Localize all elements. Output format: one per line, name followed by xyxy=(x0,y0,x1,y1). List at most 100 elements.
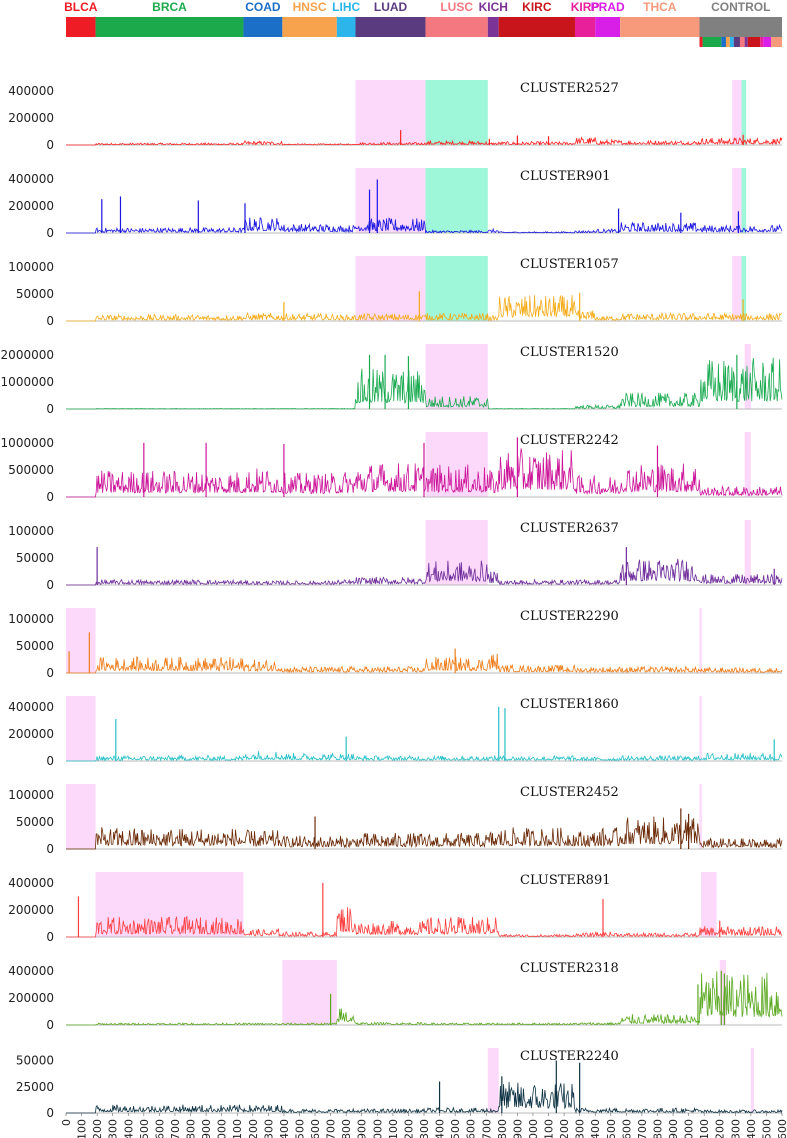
highlight-region xyxy=(732,256,742,321)
series-line xyxy=(66,217,783,235)
y-tick-label: 50000 xyxy=(16,287,54,301)
y-tick-label: 200000 xyxy=(8,991,54,1005)
control-subsegment xyxy=(744,37,748,47)
x-tick-label: 1000 xyxy=(216,1119,229,1138)
x-tick-label: 4000 xyxy=(683,1119,696,1138)
panel-title: CLUSTER2452 xyxy=(520,785,619,800)
y-tick-label: 25000 xyxy=(16,1080,54,1094)
y-tick-label: 0 xyxy=(46,842,54,856)
cancer-segment-prad xyxy=(595,17,621,37)
cancer-segment-brca xyxy=(95,17,244,37)
series-line xyxy=(66,907,783,938)
highlight-region xyxy=(355,80,426,145)
panel-title: CLUSTER2290 xyxy=(520,609,619,624)
y-tick-label: 0 xyxy=(46,138,54,152)
highlight-region xyxy=(66,608,96,673)
y-tick-label: 0 xyxy=(46,1106,54,1120)
highlight-region xyxy=(741,80,747,145)
x-tick-label: 4100 xyxy=(698,1119,711,1138)
cancer-label-blca: BLCA xyxy=(64,0,98,14)
y-tick-label: 400000 xyxy=(8,700,54,714)
highlight-region xyxy=(282,960,337,1025)
highlight-region xyxy=(701,872,717,937)
x-tick-label: 2400 xyxy=(434,1119,447,1138)
cancer-label-lusc: LUSC xyxy=(440,0,473,14)
highlight-region xyxy=(425,168,488,233)
x-tick-label: 2800 xyxy=(496,1119,509,1138)
series-line xyxy=(66,294,783,322)
series-line xyxy=(66,357,783,410)
cancer-label-thca: THCA xyxy=(643,0,677,14)
panel-cluster901: 0 200000 400000 CLUSTER901 xyxy=(8,168,783,240)
panel-cluster1057: 0 50000 100000 CLUSTER1057 xyxy=(8,256,783,328)
control-subsegment xyxy=(699,37,703,47)
control-subsegment xyxy=(729,37,734,47)
panel-cluster1860: 0 200000 400000 CLUSTER1860 xyxy=(8,696,783,768)
highlight-region xyxy=(741,256,747,321)
y-tick-label: 100000 xyxy=(8,260,54,274)
x-tick-label: 2200 xyxy=(402,1119,415,1138)
x-tick-label: 3300 xyxy=(574,1119,587,1138)
y-tick-label: 2000000 xyxy=(1,348,54,362)
highlight-region xyxy=(699,784,702,849)
panel-title: CLUSTER901 xyxy=(520,169,611,184)
highlight-region xyxy=(66,696,96,761)
x-tick-label: 900 xyxy=(200,1119,213,1138)
cancer-label-lihc: LIHC xyxy=(332,0,360,14)
x-tick-label: 0 xyxy=(60,1119,73,1126)
y-tick-label: 200000 xyxy=(8,111,54,125)
x-tick-label: 1500 xyxy=(293,1119,306,1138)
x-tick-label: 4300 xyxy=(729,1119,742,1138)
x-tick-label: 2500 xyxy=(449,1119,462,1138)
highlight-region xyxy=(744,344,751,409)
x-tick-label: 2900 xyxy=(511,1119,524,1138)
x-tick-label: 3700 xyxy=(636,1119,649,1138)
y-tick-label: 1000000 xyxy=(1,436,54,450)
x-tick-label: 600 xyxy=(153,1119,166,1138)
x-tick-label: 3800 xyxy=(651,1119,664,1138)
y-tick-label: 100000 xyxy=(8,612,54,626)
y-tick-label: 1000000 xyxy=(1,375,54,389)
control-subsegment xyxy=(721,37,726,47)
x-tick-label: 3900 xyxy=(667,1119,680,1138)
control-subsegment xyxy=(739,37,745,47)
y-tick-label: 0 xyxy=(46,578,54,592)
cancer-label-coad: COAD xyxy=(245,0,281,14)
control-subsegment xyxy=(702,37,722,47)
y-tick-label: 0 xyxy=(46,666,54,680)
y-tick-label: 0 xyxy=(46,314,54,328)
cancer-label-control: CONTROL xyxy=(711,0,770,14)
highlight-region xyxy=(487,1048,499,1113)
y-tick-label: 50000 xyxy=(16,551,54,565)
highlight-region xyxy=(732,80,742,145)
y-tick-label: 0 xyxy=(46,226,54,240)
highlight-region xyxy=(699,608,702,673)
x-tick-label: 2600 xyxy=(465,1119,478,1138)
x-tick-label: 2700 xyxy=(480,1119,493,1138)
highlight-region xyxy=(744,432,751,497)
x-tick-label: 3000 xyxy=(527,1119,540,1138)
y-tick-label: 400000 xyxy=(8,964,54,978)
panel-title: CLUSTER1057 xyxy=(520,257,619,272)
highlight-region xyxy=(699,696,702,761)
panel-cluster2637: 0 50000 100000 CLUSTER2637 xyxy=(8,520,783,592)
control-subsegment xyxy=(771,37,782,47)
panel-title: CLUSTER891 xyxy=(520,873,611,888)
cancer-type-header: BLCA BRCA COAD HNSC LIHC LUAD LUSC KICH KIRC KIRP… xyxy=(64,0,782,47)
highlight-region xyxy=(425,344,488,409)
x-tick-label: 400 xyxy=(122,1119,135,1138)
cancer-label-brca: BRCA xyxy=(152,0,187,14)
control-subsegment xyxy=(747,37,761,47)
cancer-segment-control xyxy=(699,17,782,37)
y-tick-label: 200000 xyxy=(8,727,54,741)
x-axis: 0 100 200 300 400 500 600 700 800 900 1000 1100 1200… xyxy=(60,1113,787,1138)
y-tick-label: 100000 xyxy=(8,788,54,802)
x-tick-label: 1300 xyxy=(262,1119,275,1138)
x-tick-label: 800 xyxy=(185,1119,198,1138)
y-tick-label: 50000 xyxy=(16,1054,54,1068)
y-tick-label: 500000 xyxy=(8,463,54,477)
series-line xyxy=(66,751,783,762)
x-tick-label: 2100 xyxy=(387,1119,400,1138)
highlight-region xyxy=(66,784,96,849)
highlight-region xyxy=(744,520,751,585)
